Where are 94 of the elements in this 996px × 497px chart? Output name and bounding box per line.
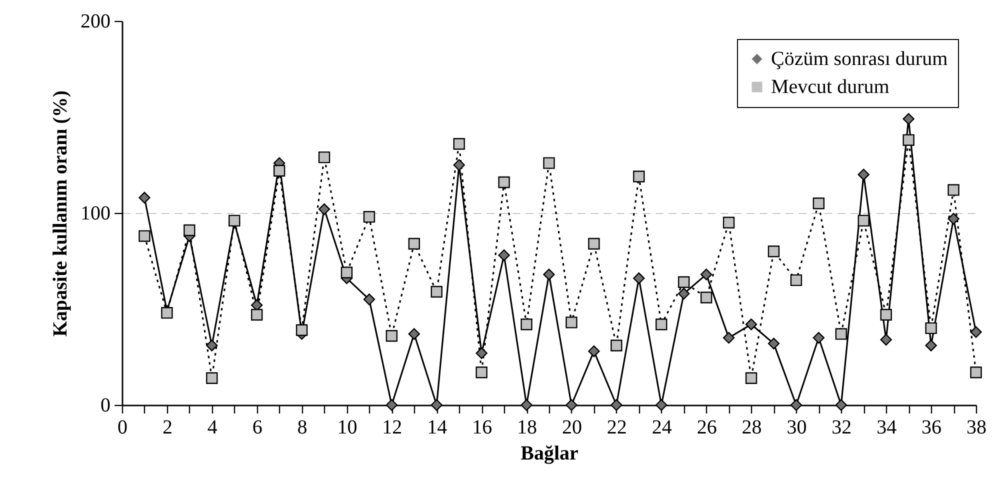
point <box>902 134 914 146</box>
point <box>610 399 622 411</box>
point <box>790 274 802 286</box>
point <box>498 249 510 262</box>
point <box>880 308 892 321</box>
point <box>656 318 668 330</box>
point <box>430 399 442 411</box>
point <box>835 399 847 411</box>
point <box>768 246 780 258</box>
point <box>812 198 825 210</box>
x-tick-label: 22 <box>606 416 627 438</box>
point <box>722 332 735 344</box>
point <box>363 210 376 223</box>
legend-label: Mevcut durum <box>771 76 890 98</box>
x-tick-label: 6 <box>252 416 262 438</box>
point <box>925 322 937 334</box>
point <box>835 328 847 340</box>
point <box>138 230 150 242</box>
x-tick-label: 18 <box>517 416 538 438</box>
x-tick-label: 36 <box>922 416 942 438</box>
point <box>386 399 398 411</box>
point <box>566 399 578 411</box>
point <box>543 157 555 169</box>
point <box>745 372 758 384</box>
point <box>678 288 690 300</box>
x-tick-label: 24 <box>652 416 672 438</box>
y-tick-label: 100 <box>80 202 110 224</box>
point <box>768 338 780 350</box>
x-tick-label: 30 <box>786 416 807 438</box>
point <box>453 159 465 171</box>
point <box>678 276 690 288</box>
x-tick-label: 26 <box>696 416 717 438</box>
x-tick-label: 34 <box>876 416 897 438</box>
point <box>520 399 532 411</box>
x-axis-title: Bağlar <box>520 442 579 464</box>
point <box>745 318 758 330</box>
point <box>296 324 308 336</box>
point <box>408 328 420 340</box>
x-tick-label: 20 <box>562 416 582 438</box>
point <box>520 318 532 330</box>
y-axis-title: Kapasite kullanım oranı (%) <box>50 90 72 337</box>
point <box>880 334 892 346</box>
point <box>206 340 218 352</box>
point <box>340 266 353 278</box>
point <box>633 170 645 182</box>
point <box>858 168 870 180</box>
point <box>633 272 645 284</box>
y-tick-label: 0 <box>100 394 110 416</box>
point <box>184 224 196 236</box>
point <box>970 326 982 338</box>
point <box>273 164 286 177</box>
point <box>251 308 263 321</box>
point <box>543 268 555 280</box>
x-tick-label: 2 <box>162 416 172 438</box>
point <box>476 366 488 378</box>
x-tick-label: 10 <box>337 416 358 438</box>
point <box>430 286 442 298</box>
point <box>363 294 376 306</box>
point <box>588 238 600 250</box>
point <box>498 176 510 188</box>
legend-label: Çözüm sonrası durum <box>771 48 948 70</box>
point <box>408 238 420 250</box>
point <box>318 151 330 164</box>
point <box>858 214 870 227</box>
point <box>948 212 960 225</box>
x-tick-label: 8 <box>297 416 308 438</box>
point <box>700 268 712 280</box>
point <box>790 399 802 411</box>
point <box>925 340 937 352</box>
point <box>453 138 465 150</box>
point <box>588 345 600 358</box>
point <box>656 399 668 411</box>
point <box>138 192 150 204</box>
point <box>206 372 218 384</box>
point <box>812 332 825 344</box>
point <box>970 366 982 378</box>
point <box>386 330 398 342</box>
x-tick-label: 4 <box>207 416 218 438</box>
point <box>610 340 622 352</box>
x-tick-label: 28 <box>742 416 762 438</box>
point <box>566 316 578 328</box>
x-tick-label: 0 <box>118 416 128 438</box>
point <box>700 292 712 304</box>
x-tick-label: 12 <box>382 416 402 438</box>
point <box>902 113 914 125</box>
point <box>318 203 330 216</box>
point <box>476 347 488 360</box>
y-tick-label: 200 <box>80 10 110 32</box>
point <box>722 216 735 228</box>
point <box>948 184 960 196</box>
x-tick-label: 16 <box>472 416 492 438</box>
x-tick-label: 38 <box>966 416 986 438</box>
x-tick-label: 14 <box>427 416 448 438</box>
x-tick-label: 32 <box>832 416 852 438</box>
